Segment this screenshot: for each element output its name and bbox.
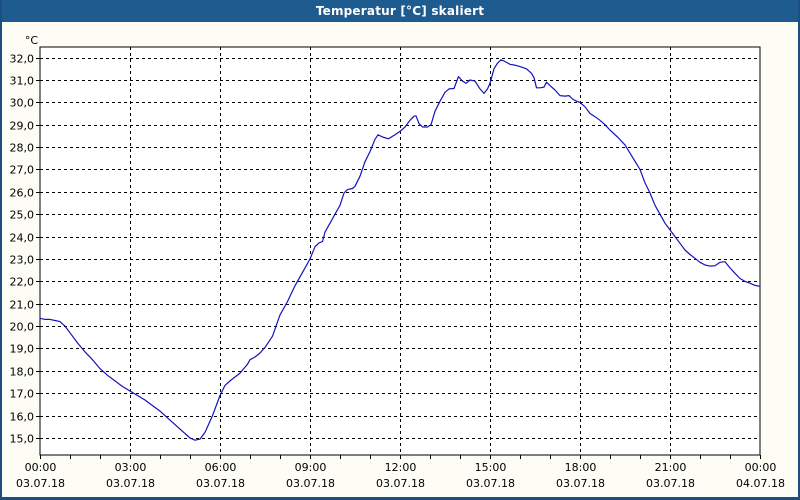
x-tick-time-label: 09:00: [295, 461, 327, 474]
x-tick-date-label: 03.07.18: [286, 477, 335, 490]
x-tick-date-label: 03.07.18: [646, 477, 695, 490]
x-tick-time-label: 18:00: [565, 461, 597, 474]
y-tick-label: 21,0: [10, 299, 35, 312]
x-tick-date-label: 03.07.18: [16, 477, 65, 490]
x-tick-date-label: 03.07.18: [376, 477, 425, 490]
y-tick-label: 26,0: [10, 187, 35, 200]
y-tick-label: 16,0: [10, 411, 35, 424]
chart-area: 32,0 31,0 30,0 29,0 28,0 27,0 26,0 25,0 24,0 23,0…: [2, 22, 798, 497]
y-tick-label: 23,0: [10, 254, 35, 267]
window-title: Temperatur [°C] skaliert: [315, 4, 485, 18]
y-axis-unit-label: °C: [25, 34, 39, 47]
temperature-line-chart: 32,0 31,0 30,0 29,0 28,0 27,0 26,0 25,0 24,0 23,0…: [10, 34, 785, 490]
y-tick-label: 27,0: [10, 164, 35, 177]
x-tick-time-label: 15:00: [475, 461, 507, 474]
y-tick-label: 17,0: [10, 388, 35, 401]
y-tick-label: 31,0: [10, 75, 35, 88]
y-tick-label: 28,0: [10, 142, 35, 155]
x-tick-time-label: 00:00: [25, 461, 57, 474]
y-tick-label: 15,0: [10, 433, 35, 446]
x-tick-date-label: 03.07.18: [466, 477, 515, 490]
x-tick-time-label: 06:00: [205, 461, 237, 474]
y-tick-label: 24,0: [10, 232, 35, 245]
x-tick-time-label: 21:00: [655, 461, 687, 474]
y-tick-label: 32,0: [10, 53, 35, 66]
x-tick-date-label: 03.07.18: [106, 477, 155, 490]
x-tick-time-label: 12:00: [385, 461, 417, 474]
temperature-series-line: [39, 59, 761, 441]
title-bar: Temperatur [°C] skaliert: [2, 0, 798, 22]
x-tick-date-label: 03.07.18: [556, 477, 605, 490]
x-tick-time-label: 00:00: [745, 461, 777, 474]
x-tick-time-label: 03:00: [115, 461, 147, 474]
x-tick-date-label: 03.07.18: [196, 477, 245, 490]
x-tick-date-label: 04.07.18: [736, 477, 785, 490]
y-tick-label: 30,0: [10, 97, 35, 110]
y-tick-label: 29,0: [10, 120, 35, 133]
y-tick-label: 18,0: [10, 366, 35, 379]
y-tick-label: 25,0: [10, 209, 35, 222]
y-tick-label: 20,0: [10, 321, 35, 334]
y-tick-label: 22,0: [10, 276, 35, 289]
y-tick-label: 19,0: [10, 343, 35, 356]
